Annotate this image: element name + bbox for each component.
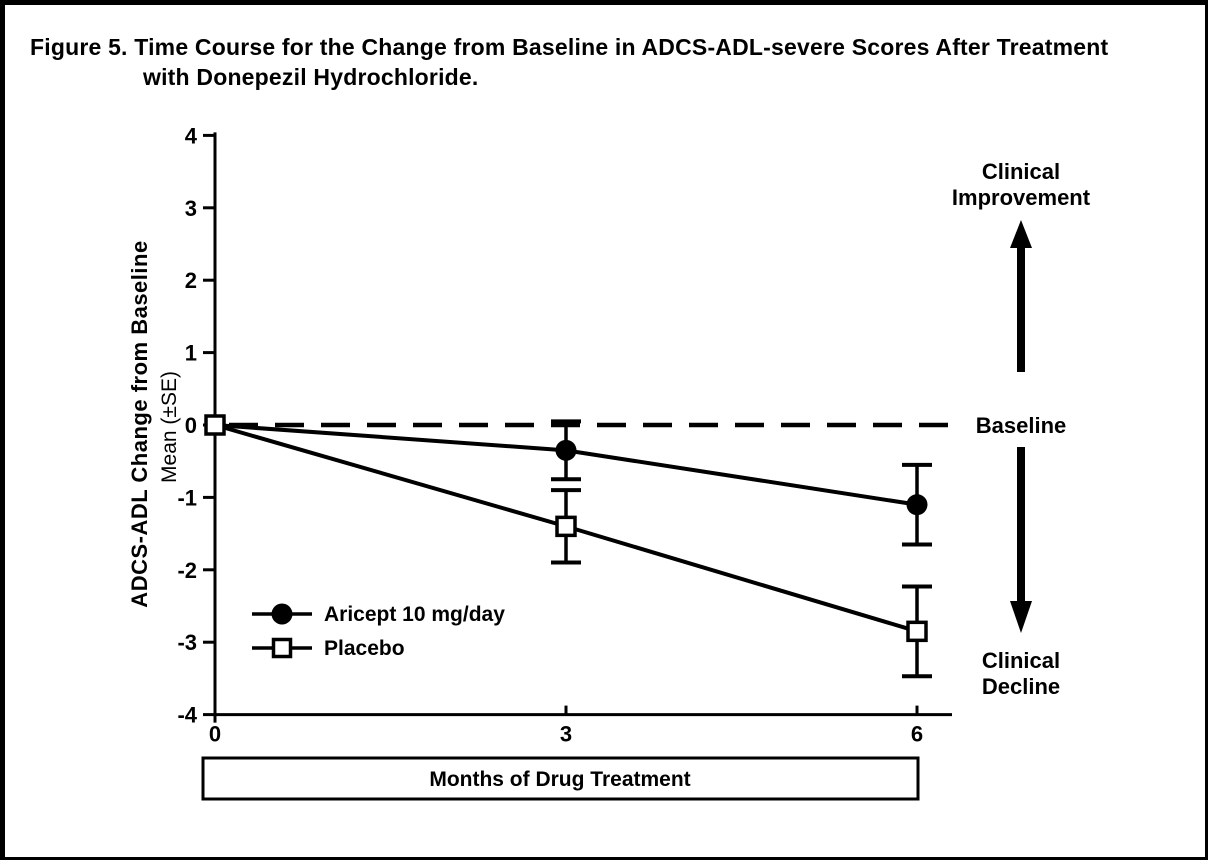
clinical-improvement-label-line1: Clinical [982, 159, 1060, 184]
clinical-decline-down-arrow-icon [1010, 447, 1032, 633]
marker-aricept-10-mg-day-month-6 [906, 494, 928, 516]
legend-item-aricept-10-mg-day [252, 603, 312, 625]
x-axis-title: Months of Drug Treatment [429, 768, 690, 791]
clinical-improvement-up-arrow-icon [1010, 220, 1032, 372]
y-tick-label--3: -3 [177, 630, 197, 655]
y-axis-title: ADCS-ADL Change from Baseline [127, 240, 152, 607]
legend-label-aricept-10-mg-day: Aricept 10 mg/day [324, 603, 505, 626]
figure-title: Figure 5. Time Course for the Change fro… [30, 32, 1108, 92]
y-tick-label-1: 1 [185, 341, 197, 366]
legend [252, 603, 312, 659]
legend-open-square-icon [271, 637, 293, 659]
y-tick-label--4: -4 [177, 703, 197, 728]
marker-aricept-10-mg-day-month-3 [555, 439, 577, 461]
legend-item-placebo [252, 637, 312, 659]
figure-title-line2: with Donepezil Hydrochloride. [143, 64, 479, 90]
legend-filled-circle-icon [271, 603, 293, 625]
y-tick-label--1: -1 [177, 485, 197, 510]
x-tick-label-3: 3 [560, 722, 572, 747]
marker-placebo-month-3 [555, 515, 577, 538]
x-tick-label-0: 0 [209, 722, 221, 747]
y-tick-label-4: 4 [185, 123, 198, 148]
down-arrow-head [1010, 601, 1032, 633]
marker-placebo-month-0 [204, 414, 226, 436]
y-tick-label-2: 2 [185, 268, 197, 293]
baseline-label: Baseline [976, 413, 1067, 438]
marker-placebo-month-6 [906, 620, 928, 643]
clinical-decline-label-line1: Clinical [982, 648, 1060, 673]
clinical-decline-label-line2: Decline [982, 674, 1060, 699]
figure-title-line1: Figure 5. Time Course for the Change fro… [30, 34, 1109, 60]
x-tick-label-6: 6 [911, 722, 923, 747]
y-axis-subtitle: Mean (±SE) [158, 371, 181, 483]
x-axis-title-box [201, 756, 920, 801]
legend-label-placebo: Placebo [324, 637, 405, 660]
y-tick-label-3: 3 [185, 196, 197, 221]
y-tick-label--2: -2 [177, 558, 197, 583]
up-arrow-head [1010, 220, 1032, 248]
clinical-improvement-label-line2: Improvement [952, 185, 1091, 210]
y-tick-label-0: 0 [185, 413, 197, 438]
